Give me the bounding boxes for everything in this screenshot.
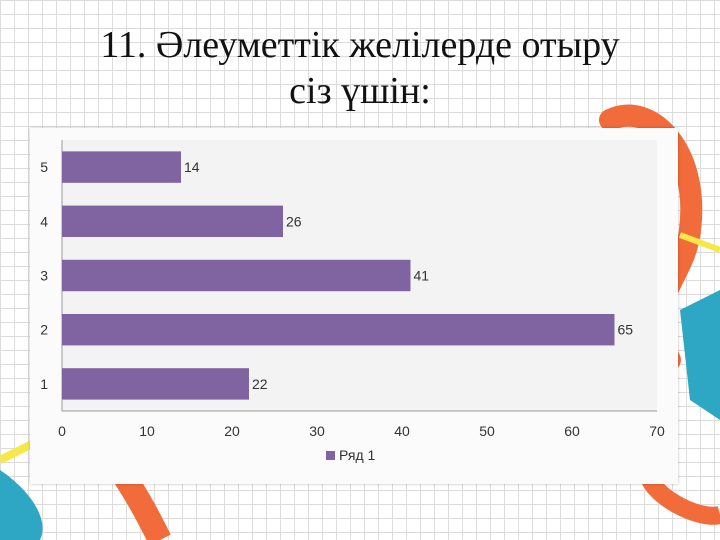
- yellow-line-right: [678, 232, 720, 253]
- chart-panel: 22 1 65 2 41 3 26 4 14 5 0 10 20 30 40 50 60 70 Ряд 1: [30, 128, 678, 484]
- bar-1: [62, 368, 249, 400]
- x-tick-label-40: 40: [394, 423, 410, 439]
- slide-title: 11. Әлеуметтік желілерде отыру сіз үшін:: [40, 22, 680, 114]
- bar-3: [62, 259, 411, 292]
- x-tick-label-0: 0: [58, 423, 66, 439]
- y-tick-label-5: 5: [40, 159, 48, 175]
- orange-ribbon-bottom-right: [641, 475, 720, 525]
- x-tick-label-30: 30: [309, 423, 325, 439]
- bar-2: [62, 313, 615, 346]
- x-tick-label-20: 20: [224, 423, 240, 439]
- legend-label: Ряд 1: [339, 447, 376, 463]
- y-tick-label-3: 3: [40, 268, 48, 284]
- data-label-1: 22: [252, 376, 268, 392]
- bar-4: [62, 205, 283, 238]
- title-line-2: сіз үшін:: [289, 70, 431, 112]
- data-label-2: 65: [618, 322, 634, 338]
- title-line-1: 11. Әлеуметтік желілерде отыру: [100, 24, 620, 66]
- data-label-3: 41: [414, 268, 430, 284]
- data-label-5: 14: [184, 159, 200, 175]
- x-tick-label-10: 10: [139, 423, 155, 439]
- x-tick-label-50: 50: [479, 423, 495, 439]
- teal-shape-right: [680, 290, 720, 420]
- y-tick-label-4: 4: [40, 213, 48, 229]
- x-tick-label-70: 70: [649, 423, 665, 439]
- legend-swatch: [326, 451, 335, 460]
- data-label-4: 26: [286, 213, 302, 229]
- y-tick-label-1: 1: [40, 376, 48, 392]
- bar-5: [62, 151, 181, 183]
- teal-ribbon-left: [0, 470, 43, 540]
- x-tick-label-60: 60: [564, 423, 580, 439]
- y-tick-label-2: 2: [40, 322, 48, 338]
